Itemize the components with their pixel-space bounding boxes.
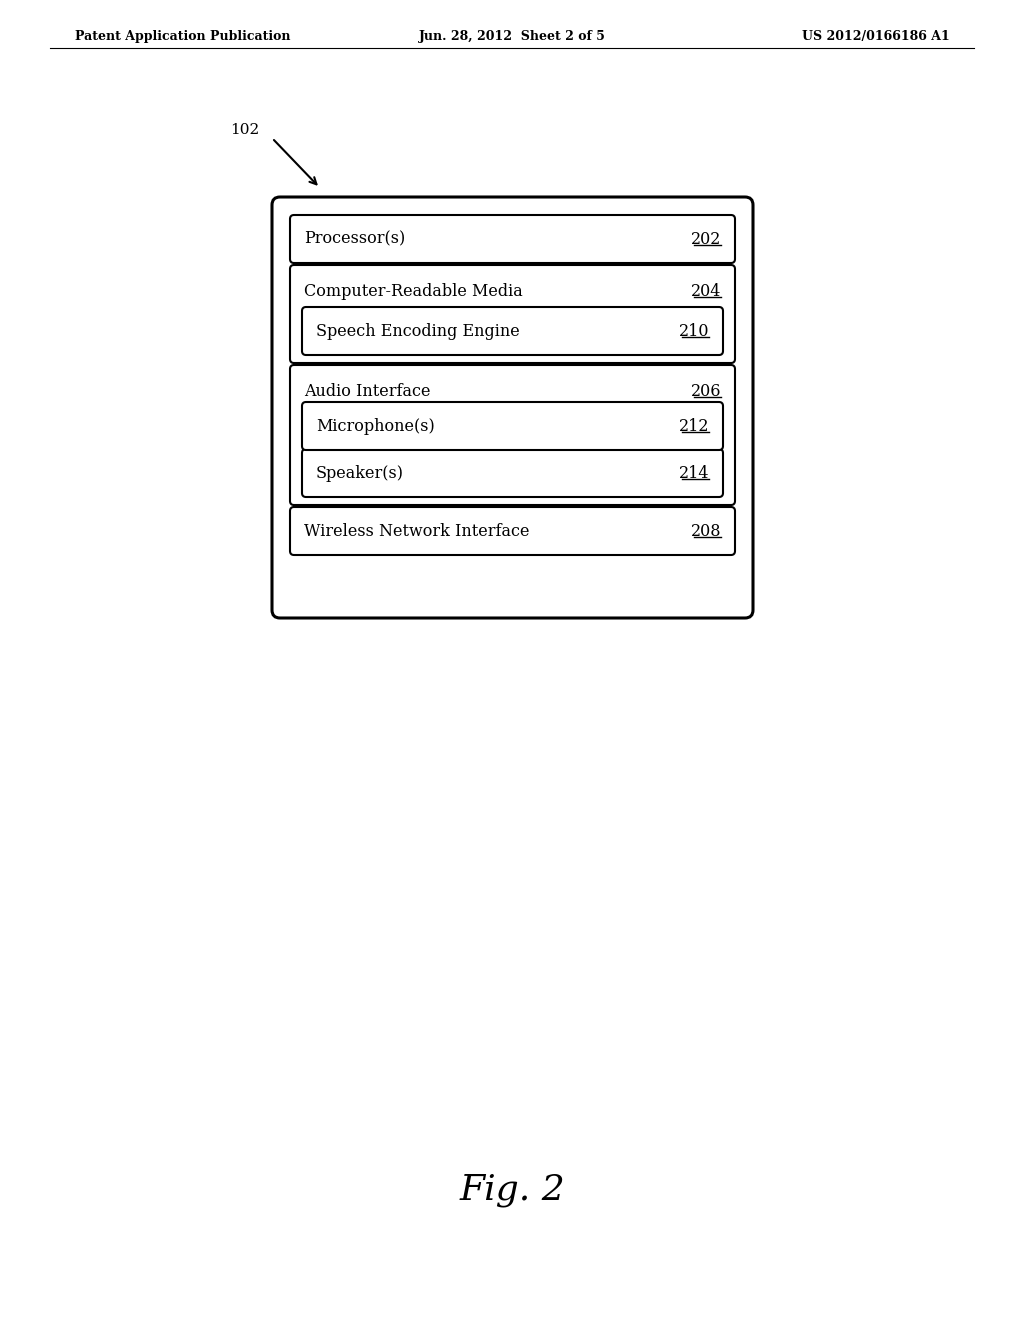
Text: Wireless Network Interface: Wireless Network Interface	[304, 523, 529, 540]
FancyBboxPatch shape	[302, 449, 723, 498]
FancyBboxPatch shape	[272, 197, 753, 618]
FancyBboxPatch shape	[290, 507, 735, 554]
Text: 214: 214	[679, 465, 709, 482]
Text: Fig. 2: Fig. 2	[459, 1173, 565, 1206]
Text: 206: 206	[690, 383, 721, 400]
Text: US 2012/0166186 A1: US 2012/0166186 A1	[802, 30, 950, 44]
Text: 202: 202	[690, 231, 721, 248]
Text: Computer-Readable Media: Computer-Readable Media	[304, 282, 522, 300]
FancyBboxPatch shape	[290, 265, 735, 363]
Text: Audio Interface: Audio Interface	[304, 383, 430, 400]
Text: Speaker(s): Speaker(s)	[316, 465, 404, 482]
FancyBboxPatch shape	[290, 215, 735, 263]
Text: 208: 208	[690, 523, 721, 540]
Text: Microphone(s): Microphone(s)	[316, 417, 435, 434]
Text: Processor(s): Processor(s)	[304, 231, 406, 248]
FancyBboxPatch shape	[302, 403, 723, 450]
Text: Patent Application Publication: Patent Application Publication	[75, 30, 291, 44]
Text: 204: 204	[690, 282, 721, 300]
Text: 212: 212	[679, 417, 709, 434]
Text: Speech Encoding Engine: Speech Encoding Engine	[316, 322, 520, 339]
FancyBboxPatch shape	[302, 308, 723, 355]
FancyBboxPatch shape	[290, 366, 735, 506]
Text: 210: 210	[679, 322, 709, 339]
Text: Jun. 28, 2012  Sheet 2 of 5: Jun. 28, 2012 Sheet 2 of 5	[419, 30, 605, 44]
Text: 102: 102	[230, 123, 259, 137]
